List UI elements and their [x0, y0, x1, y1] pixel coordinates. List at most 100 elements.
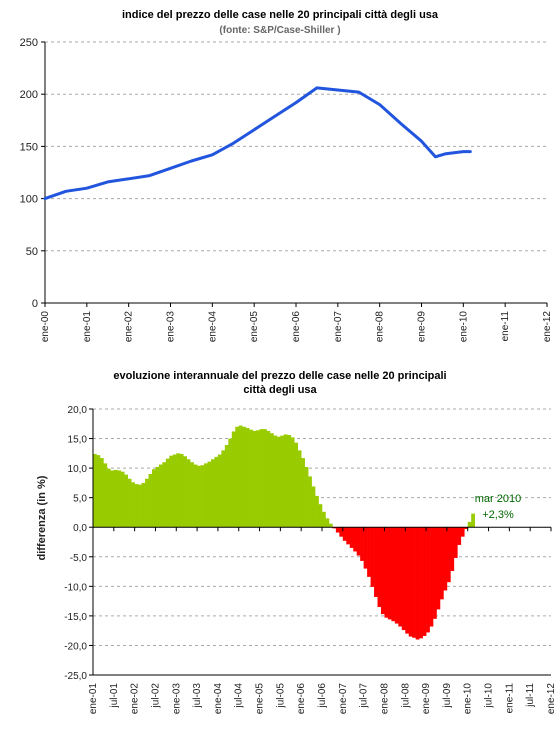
bar: [328, 523, 333, 528]
y-tick-label: -15,0: [64, 612, 87, 623]
x-tick-label: ene-05: [255, 683, 266, 715]
x-tick-label: ene-05: [249, 311, 260, 343]
top-chart-subtitle: (fonte: S&P/Case-Shiller ): [219, 25, 341, 36]
bar: [464, 527, 469, 529]
bar: [256, 430, 260, 528]
y-tick-label: 200: [20, 89, 38, 101]
x-tick-label: ene-06: [291, 311, 302, 343]
bar: [138, 484, 142, 528]
bar: [193, 464, 198, 528]
bar: [103, 463, 108, 528]
yoy-change-bar-chart: 20,0 15,0 10,0 5,0 0,0 -5,0 -10,0 -15,0 -20,0 -25…: [36, 405, 557, 715]
bar: [301, 458, 305, 528]
bar: [197, 465, 201, 528]
x-tick-label: ene-00: [40, 311, 51, 343]
bar: [169, 455, 174, 528]
bar: [269, 433, 274, 528]
bar: [394, 527, 399, 624]
bar: [308, 476, 312, 528]
bar: [99, 458, 104, 528]
y-axis-title: differenza (in %): [36, 475, 48, 560]
bar: [183, 456, 187, 528]
bar: [273, 435, 278, 528]
bar: [346, 527, 351, 545]
bar: [238, 425, 243, 528]
y-tick-label: 10,0: [68, 464, 88, 475]
bar: [363, 527, 368, 569]
x-tick-label: ene-08: [379, 683, 390, 715]
bar: [210, 459, 215, 528]
bar: [353, 527, 357, 552]
x-tick-label: ene-04: [213, 683, 224, 715]
bar: [283, 434, 288, 528]
bar: [252, 430, 257, 528]
bar: [290, 437, 295, 528]
y-tick-label: 100: [20, 194, 38, 206]
x-tick-label: jul-08: [400, 683, 411, 709]
bar: [471, 513, 475, 528]
bar: [457, 527, 462, 545]
bar: [186, 459, 191, 528]
bar: [228, 438, 233, 528]
bar: [391, 527, 396, 622]
bar: [235, 426, 240, 528]
bar: [443, 527, 448, 591]
x-tick-label: jul-10: [484, 683, 495, 709]
bar: [377, 527, 382, 608]
bar: [339, 527, 344, 537]
x-tick-label: ene-06: [296, 683, 307, 715]
x-tick-label: ene-02: [124, 311, 135, 343]
bar: [429, 527, 434, 627]
x-tick-label: ene-03: [171, 683, 182, 715]
x-tick-label: ene-01: [82, 311, 93, 343]
bar: [266, 430, 271, 528]
bar: [433, 527, 437, 619]
bar: [263, 429, 267, 528]
bar: [401, 527, 406, 631]
bar: [408, 527, 413, 637]
x-tick-label: jul-01: [109, 683, 120, 709]
bar: [422, 527, 427, 636]
y-tick-label: -20,0: [64, 641, 87, 652]
x-tick-label: ene-12: [546, 683, 557, 715]
bar: [162, 462, 167, 528]
x-tick-label: jul-09: [442, 683, 453, 709]
x-tick-label: jul-02: [150, 683, 161, 709]
bar: [322, 511, 326, 528]
bar: [446, 527, 451, 583]
x-tick-label: ene-09: [417, 311, 428, 343]
x-tick-label: jul-03: [192, 683, 203, 709]
bar: [287, 435, 292, 528]
bar: [117, 470, 122, 528]
x-tick-label: ene-08: [375, 311, 386, 343]
bar: [127, 478, 132, 528]
bar: [259, 429, 264, 528]
bar: [453, 527, 458, 558]
x-tick-label: ene-12: [542, 311, 553, 343]
bar: [315, 495, 319, 528]
series-line: [43, 86, 472, 201]
bar: [280, 435, 285, 528]
bar: [419, 527, 423, 639]
bar: [367, 527, 371, 577]
bar: [224, 445, 229, 528]
bar: [207, 461, 212, 528]
bar: [179, 453, 184, 528]
x-tick-label: jul-11: [525, 683, 536, 708]
bar: [176, 453, 181, 528]
top-chart-title: indice del prezzo delle case nelle 20 pr…: [121, 9, 439, 21]
bar: [217, 454, 222, 528]
bar: [245, 427, 250, 528]
bar: [172, 454, 177, 528]
bar: [387, 527, 392, 620]
bar: [294, 442, 299, 528]
x-tick-label: ene-11: [504, 683, 515, 714]
bar: [398, 527, 403, 627]
bar: [96, 455, 101, 528]
bar: [311, 486, 316, 528]
bar: [450, 527, 455, 571]
x-tick-label: jul-05: [275, 683, 286, 709]
bar: [165, 458, 170, 528]
bar: [439, 527, 444, 600]
